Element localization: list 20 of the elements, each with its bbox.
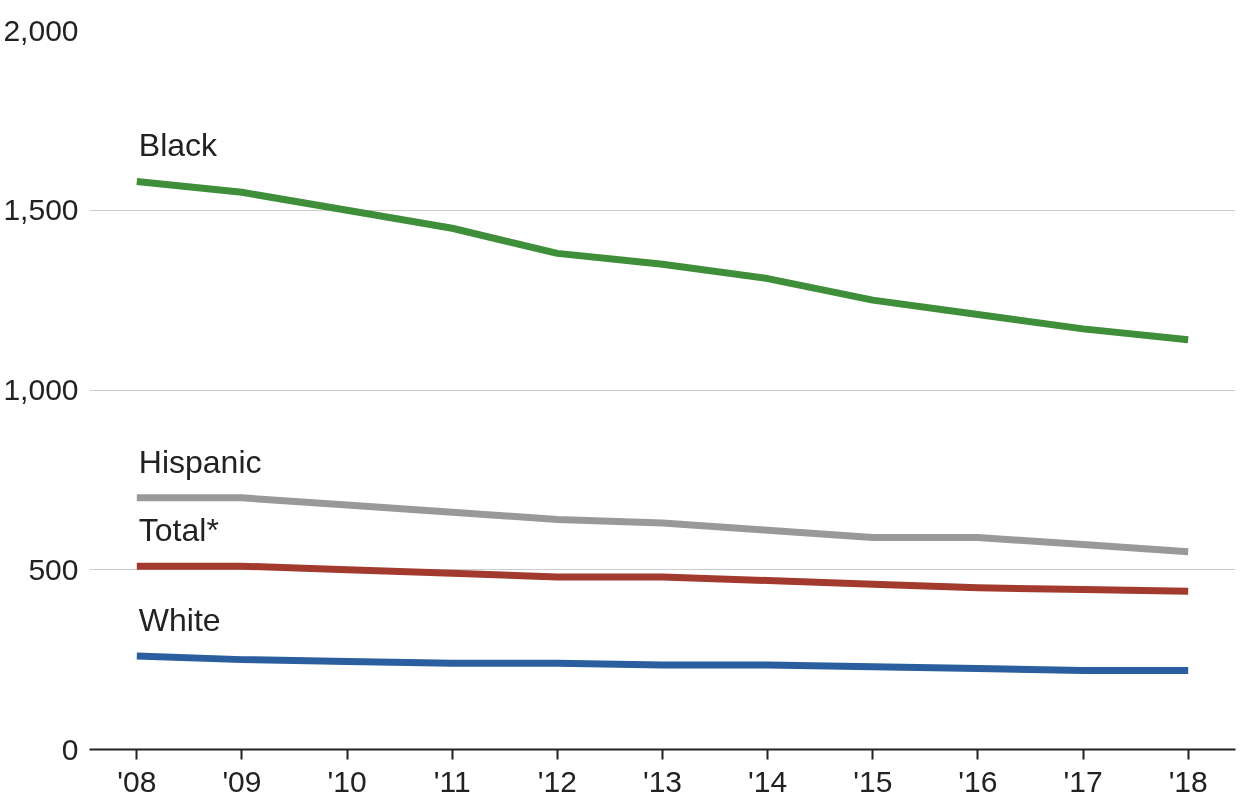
series-label: Hispanic <box>138 443 262 480</box>
x-tick-label: '12 <box>537 764 577 798</box>
y-tick-label: 1,500 <box>3 193 79 227</box>
x-tick-label: '10 <box>327 764 367 798</box>
x-tick-label: '16 <box>958 764 998 798</box>
x-tick-label: '18 <box>1168 764 1208 798</box>
x-tick-label: '17 <box>1063 764 1103 798</box>
x-tick-label: '11 <box>433 764 471 798</box>
series-label: Total* <box>138 512 219 549</box>
y-tick-label: 2,000 <box>3 13 79 47</box>
x-tick-label: '15 <box>853 764 893 798</box>
series-label: White <box>138 602 221 639</box>
x-tick-label: '14 <box>748 764 788 798</box>
x-tick-label: '08 <box>117 764 157 798</box>
x-tick-label: '09 <box>222 764 262 798</box>
y-tick-label: 500 <box>28 552 79 586</box>
y-tick-label: 0 <box>61 732 79 766</box>
series-label: Black <box>138 127 219 164</box>
y-tick-label: 1,000 <box>3 373 79 406</box>
x-tick-label: '13 <box>642 764 683 798</box>
